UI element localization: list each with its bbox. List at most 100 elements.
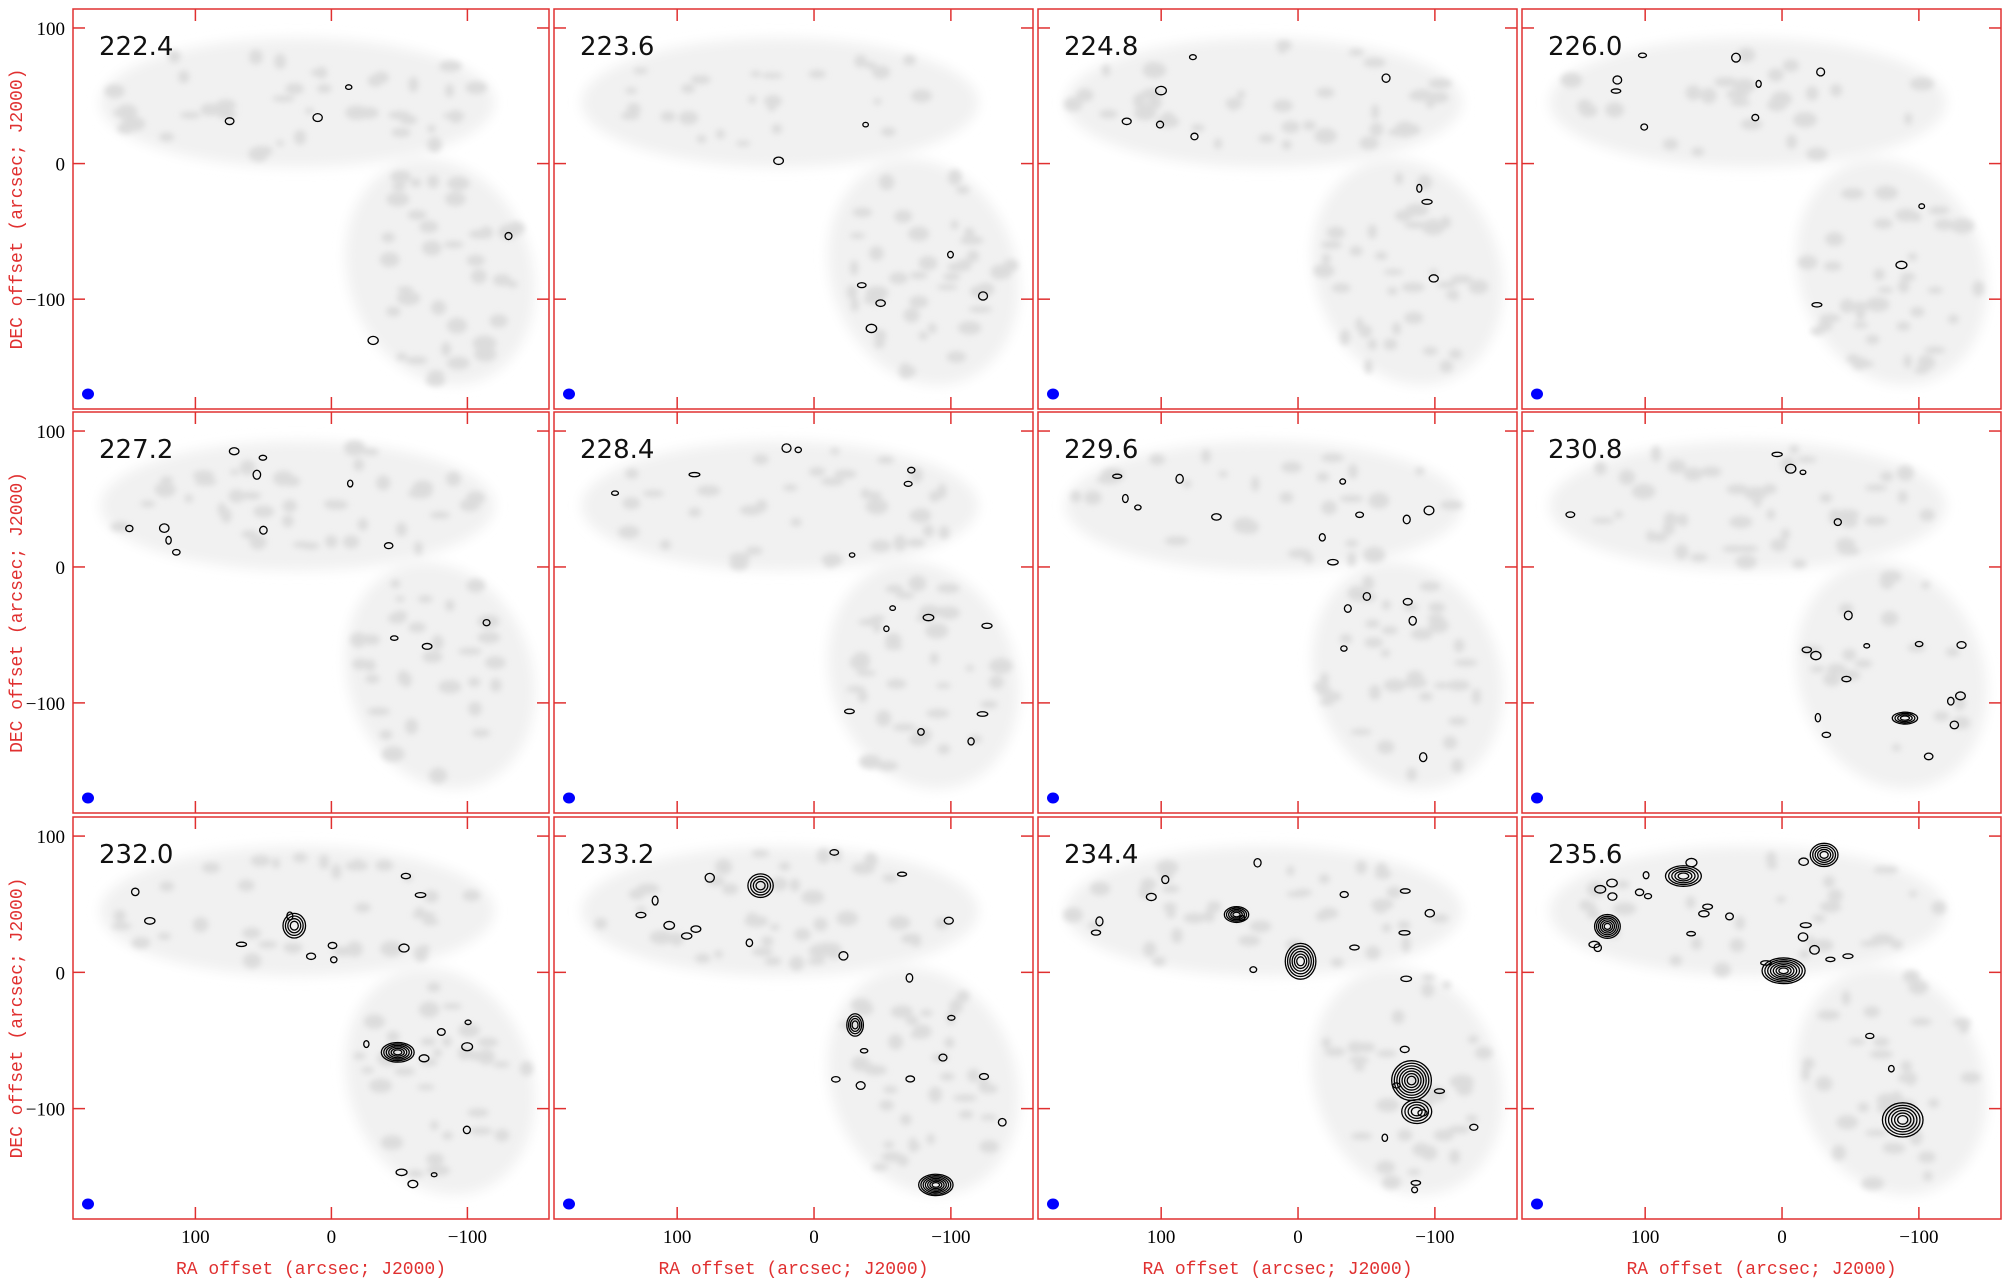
- noise-spot: [342, 535, 360, 549]
- noise-spot: [1394, 121, 1416, 138]
- contour: [284, 915, 304, 937]
- noise-spots: [618, 448, 1013, 771]
- noise-spot: [836, 910, 859, 926]
- noise-spot: [1213, 138, 1223, 150]
- noise-spot: [958, 321, 982, 335]
- noise-spot: [824, 561, 837, 568]
- contour: [920, 1174, 952, 1195]
- contour: [1392, 1082, 1401, 1089]
- noise-spot: [816, 848, 831, 864]
- contour: [1731, 52, 1741, 63]
- contour: [395, 1168, 408, 1177]
- noise-spot: [1331, 283, 1351, 293]
- noise-spot: [978, 1084, 998, 1094]
- contour: [883, 625, 890, 633]
- noise-spot: [420, 1037, 437, 1046]
- noise-spot: [1842, 669, 1861, 681]
- noise-spot: [764, 956, 782, 966]
- noise-spot: [442, 1003, 462, 1010]
- noise-spot: [1934, 219, 1954, 231]
- noise-spot: [442, 112, 466, 119]
- noise-spot: [1140, 878, 1157, 891]
- noise-spot: [361, 1066, 374, 1074]
- beam: [1531, 1198, 1543, 1210]
- noise-spot: [1316, 87, 1335, 98]
- noise-spot: [1281, 139, 1292, 150]
- noise-spot: [1729, 938, 1745, 953]
- noise-spot: [1775, 896, 1787, 903]
- noise-spot: [1428, 618, 1449, 634]
- contour: [1755, 79, 1762, 88]
- noise-spot: [1422, 346, 1438, 356]
- noise-spot: [808, 467, 826, 477]
- noise-spot: [240, 491, 262, 500]
- noise-spot: [1848, 1038, 1866, 1045]
- contour: [1664, 865, 1703, 888]
- noise-spot: [494, 1129, 510, 1142]
- noise-spot: [1064, 97, 1083, 112]
- noise-spot: [1321, 1037, 1332, 1049]
- noise-spot: [956, 990, 970, 1003]
- contour: [922, 613, 935, 622]
- noise-spot: [789, 956, 805, 971]
- noise-spot: [635, 906, 647, 913]
- noise-spot: [946, 351, 967, 363]
- noise-spot: [1316, 472, 1330, 482]
- panel-inner: [1549, 842, 1987, 1195]
- contour: [1674, 870, 1693, 882]
- noise-spot: [909, 732, 929, 746]
- contour: [1339, 478, 1347, 485]
- noise-spot: [413, 946, 428, 962]
- noise-spot: [761, 72, 783, 79]
- noise-spot: [910, 89, 932, 103]
- contour: [849, 1017, 861, 1032]
- noise-spot: [1090, 881, 1111, 896]
- contour: [1603, 922, 1612, 931]
- noise-spot: [909, 510, 921, 521]
- noise-spot: [458, 1023, 480, 1038]
- noise-spot: [1896, 321, 1911, 331]
- noise-spot: [1853, 301, 1867, 315]
- noise-spot: [906, 538, 926, 547]
- noise-spot: [936, 682, 951, 689]
- contour: [931, 1181, 941, 1188]
- noise-spot: [443, 240, 464, 249]
- contour: [1355, 511, 1365, 519]
- noise-spot: [750, 70, 761, 78]
- noise-spot: [1972, 280, 1985, 297]
- noise-spot: [947, 262, 972, 272]
- noise-spot: [1380, 649, 1391, 658]
- y-tick-label: 0: [56, 155, 66, 176]
- noise-spot: [880, 127, 896, 137]
- contour: [1400, 975, 1413, 983]
- noise-spot: [1910, 211, 1922, 222]
- noise-spot: [872, 1163, 889, 1171]
- noise-spot: [979, 1140, 999, 1153]
- noise-spot: [1363, 57, 1386, 68]
- contours: [125, 447, 491, 650]
- noise-spot: [379, 730, 393, 740]
- noise-spot: [1321, 240, 1343, 249]
- noise-spot: [1238, 935, 1261, 946]
- contour: [977, 291, 989, 301]
- panel-frame: [1521, 8, 2002, 410]
- noise-spot: [284, 476, 301, 487]
- contour: [1767, 960, 1801, 981]
- contour: [1896, 1114, 1909, 1125]
- contour: [1812, 844, 1837, 866]
- noise-spot: [1133, 106, 1157, 121]
- noise-region: [1796, 562, 1987, 789]
- noise-region: [581, 441, 979, 571]
- panel-frame: [1521, 411, 2002, 814]
- noise-spot: [354, 902, 371, 913]
- contour: [258, 454, 268, 461]
- noise-spot: [446, 317, 468, 334]
- noise-spot: [989, 658, 1013, 674]
- contour: [1223, 906, 1250, 924]
- noise-spot: [248, 147, 260, 161]
- noise-spot: [1293, 889, 1312, 897]
- noise-spot: [408, 622, 426, 633]
- noise-spot: [1368, 684, 1381, 701]
- noise-spot: [1806, 936, 1816, 948]
- x-tick-label: −100: [1415, 1227, 1454, 1248]
